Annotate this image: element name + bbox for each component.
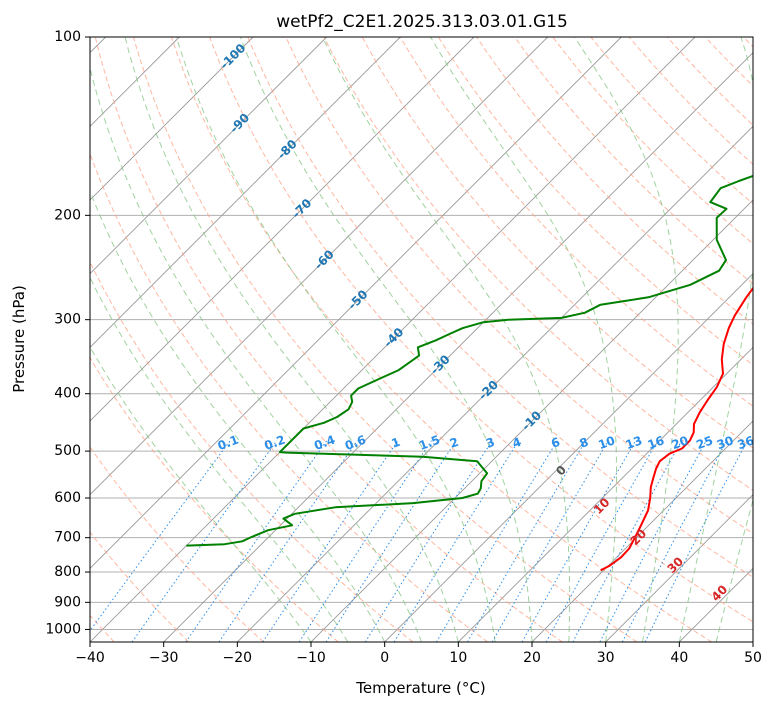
isotherm-line [458, 346, 753, 642]
mixing-ratio-line [262, 440, 399, 642]
isotherm-line [90, 37, 696, 642]
y-tick-label: 800 [54, 564, 81, 580]
y-tick-label: 100 [54, 29, 81, 45]
dry-adiabat-line [285, 37, 753, 535]
x-tick-label: 50 [744, 650, 762, 666]
dry-adiabat-line [94, 37, 563, 642]
isotherm-line [90, 37, 401, 348]
isotherm-line [90, 37, 548, 496]
mixing-ratio-label: 16 [646, 433, 666, 452]
mixing-ratio-label: 36 [736, 433, 756, 452]
moist-adiabat-line [430, 37, 617, 642]
moist-adiabat-line [715, 498, 753, 642]
y-tick-label: 700 [54, 530, 81, 546]
mixing-ratio-label: 0.6 [343, 433, 368, 453]
y-tick-label: 500 [54, 443, 81, 459]
mixing-ratio-label: 0.2 [262, 433, 287, 453]
mixing-ratio-line [491, 440, 609, 642]
isotherm-line [605, 494, 753, 642]
isotherm-line [90, 37, 475, 422]
moist-adiabat-line [124, 37, 459, 642]
moist-adiabat-line [90, 276, 349, 642]
isotherm-line [163, 52, 753, 642]
y-tick-label: 400 [54, 386, 81, 402]
moist-adiabat-line [175, 37, 496, 642]
mixing-ratio-label: 20 [670, 433, 690, 452]
x-axis-title: Temperature (°C) [355, 679, 485, 697]
mixing-ratio-line [325, 440, 457, 642]
dry-adiabat-line [90, 356, 339, 642]
dry-adiabat-line [132, 37, 638, 642]
isotherm-line [90, 37, 622, 569]
mixing-ratio-label: 0.1 [216, 433, 241, 453]
mixing-ratio-line [90, 440, 231, 632]
plot-frame [89, 36, 754, 643]
y-tick-label: 1000 [45, 621, 81, 637]
dry-adiabat-line [514, 37, 753, 285]
y-tick-label: 900 [54, 594, 81, 610]
mixing-ratio-line [644, 440, 748, 642]
moist-adiabat-line [574, 37, 679, 642]
dry-adiabat-line [90, 446, 264, 642]
x-tick-label: −40 [75, 650, 105, 666]
x-axis: −40 −30 −20 −10 0 10 20 30 40 50 [75, 642, 762, 666]
mixing-ratio-label: 0.4 [312, 433, 337, 453]
profile-series [186, 174, 753, 572]
x-tick-label: 20 [523, 650, 541, 666]
isotherm-line [237, 125, 753, 642]
dry-adiabat-line [361, 37, 753, 449]
dry-adiabat-line [399, 37, 753, 407]
mixing-ratio-line [185, 440, 328, 642]
isotherm-line [384, 273, 753, 642]
mixing-ratio-label: 13 [624, 433, 644, 452]
dry-adiabat-line [209, 37, 753, 623]
x-tick-label: −20 [223, 650, 253, 666]
x-tick-label: 40 [670, 650, 688, 666]
moist-adiabat-line [90, 189, 386, 642]
y-tick-label: 600 [54, 490, 81, 506]
background-lines [90, 37, 753, 642]
mixing-ratio-line [435, 440, 558, 642]
mixing-ratio-label: 30 [715, 433, 735, 452]
mixing-ratio-line [131, 440, 278, 642]
x-tick-label: −10 [296, 650, 326, 666]
x-tick-label: 10 [449, 650, 467, 666]
moist-adiabat-line [239, 37, 533, 642]
mixing-ratio-label: 10 [596, 433, 616, 452]
dry-adiabat-line [90, 260, 414, 642]
dry-adiabat-line [247, 37, 753, 578]
mixing-ratio-label: 25 [694, 433, 714, 452]
moist-adiabat-line [322, 37, 571, 642]
plot-area: -100-90-80-70-60-50-40-30-20-100.1 0.2 0.4… [89, 36, 756, 643]
isotherm-line [90, 37, 254, 201]
mixing-ratio-line [545, 440, 659, 642]
y-tick-label: 300 [54, 312, 81, 328]
mixing-ratio-line [364, 440, 493, 642]
mixing-ratio-line [298, 440, 432, 642]
moist-adiabat-line [678, 37, 753, 642]
y-axis-title: Pressure (hPa) [10, 285, 28, 393]
moist-adiabat-line [90, 345, 312, 642]
x-tick-label: 0 [380, 650, 389, 666]
mixing-ratio-line [393, 440, 520, 642]
dry-adiabat-line [90, 531, 190, 642]
mixing-ratio-line [467, 440, 587, 642]
dry-adiabat-line [171, 37, 712, 642]
dewpoint-profile-line [186, 174, 753, 547]
mixing-ratio-line [521, 440, 637, 642]
y-axis: 1000 900 800 700 600 500 400 300 200 100 [45, 29, 90, 637]
isotherm-line [90, 37, 327, 275]
dry-adiabat-line [437, 37, 753, 366]
moist-adiabat-line [90, 65, 422, 642]
x-tick-label: 30 [597, 650, 615, 666]
dry-adiabat-line [323, 37, 753, 491]
temperature-profile-line [600, 286, 753, 572]
chart-title: wetPf2_C2E1.2025.313.03.01.G15 [276, 12, 568, 32]
mixing-ratio-label: 1.5 [417, 433, 442, 453]
x-tick-label: −30 [149, 650, 179, 666]
y-tick-label: 200 [54, 207, 81, 223]
dry-adiabat-line [90, 152, 488, 642]
